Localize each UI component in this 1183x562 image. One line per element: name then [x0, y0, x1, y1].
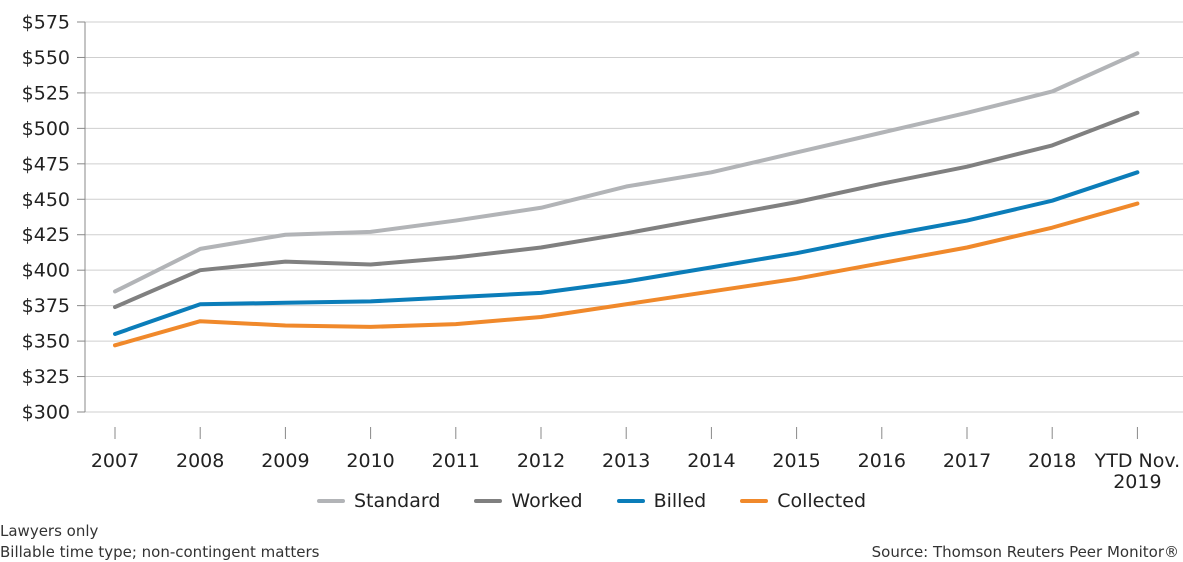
y-tick-label: $575: [22, 12, 70, 34]
x-tick-label: 2012: [516, 450, 566, 472]
legend-item: Collected: [706, 490, 866, 512]
line: [113, 170, 1140, 336]
legend-label: Standard: [353, 490, 441, 512]
y-tick-label: $400: [22, 260, 70, 282]
x-tick-label: 2008: [176, 450, 225, 472]
note: Lawyers only: [0, 522, 99, 540]
legend-item: Billed: [583, 490, 707, 512]
x-tick-label: 2013: [602, 450, 651, 472]
y-tick-label: $425: [22, 224, 70, 246]
y-tick-label: $450: [22, 189, 70, 211]
x-tick-label: 2007: [90, 450, 140, 472]
y-tick-label: $525: [22, 82, 70, 104]
x-tick-label: 2009: [261, 450, 310, 472]
y-tick-label: $375: [22, 295, 70, 317]
x-tick-label: 2016: [857, 450, 906, 472]
legend-item: Standard: [316, 490, 441, 512]
legend-swatch: [740, 499, 769, 503]
x-tick-label: 2014: [687, 450, 736, 472]
legend-label: Worked: [511, 490, 583, 512]
y-tick-label: $300: [22, 402, 70, 424]
y-tick-label: $475: [22, 153, 70, 175]
legend-label: Billed: [653, 490, 707, 512]
legend-swatch: [616, 499, 645, 503]
y-tick-label: $550: [22, 47, 70, 69]
x-tick-label: 2015: [772, 450, 821, 472]
plot: $300 $325 $350 $375 $400 $425 $450 $475 $500 $525…: [22, 12, 1183, 439]
legend-label: Collected: [777, 490, 867, 512]
x-tick-label: 2010: [346, 450, 395, 472]
source: Source: Thomson Reuters Peer Monitor®: [871, 543, 1179, 561]
y-tick-label: $325: [22, 366, 70, 388]
legend-item: Worked: [440, 490, 583, 512]
x-tick-label: YTD Nov. 2019: [1094, 450, 1181, 493]
y-tick-label: $350: [22, 331, 70, 353]
line: [113, 51, 1140, 294]
y-tick-label: $500: [22, 118, 70, 140]
x-tick-label: 2017: [942, 450, 992, 472]
line: [113, 110, 1140, 310]
line: [113, 201, 1140, 348]
x-tick-label: 2011: [431, 450, 480, 472]
legend: Standard Worked Billed Collected: [0, 490, 1183, 512]
legend-swatch: [316, 499, 345, 503]
x-tick-label: 2018: [1028, 450, 1077, 472]
legend-swatch: [474, 499, 503, 503]
note: Billable time type; non-contingent matte…: [0, 543, 320, 561]
